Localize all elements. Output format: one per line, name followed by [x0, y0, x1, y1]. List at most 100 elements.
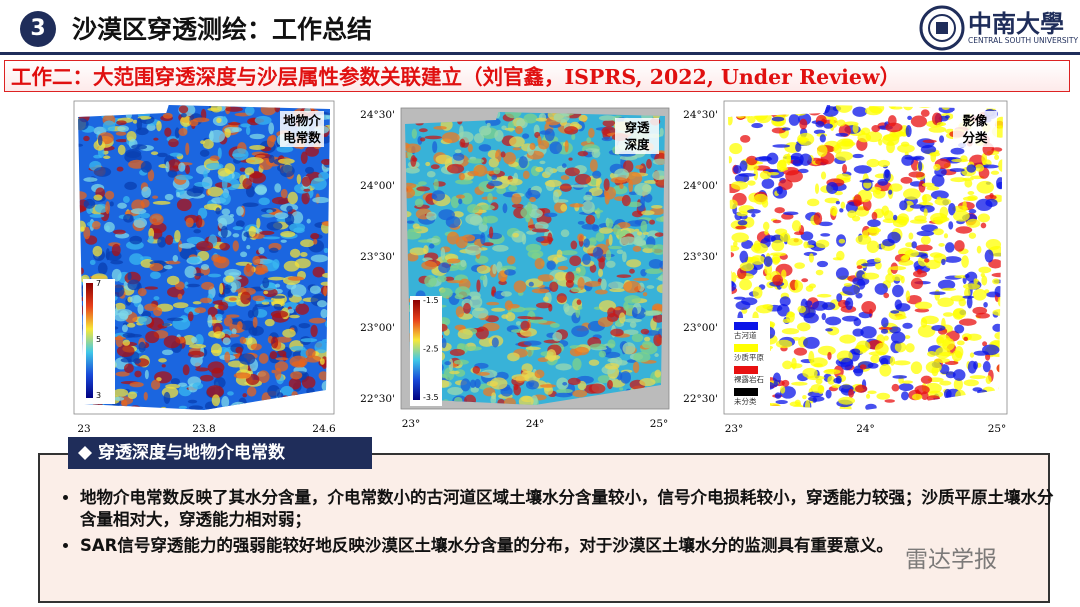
- map-texture: [525, 214, 531, 223]
- map-texture: [209, 155, 220, 162]
- map-texture: [871, 211, 878, 221]
- map-texture: [435, 154, 453, 165]
- map-texture: [728, 281, 737, 292]
- panel-label: 深度: [624, 137, 650, 152]
- map-texture: [820, 171, 827, 180]
- map-texture: [950, 177, 968, 183]
- map-texture: [866, 158, 880, 168]
- map-texture: [565, 271, 575, 284]
- map-texture: [952, 307, 967, 319]
- map-texture: [149, 271, 161, 279]
- map-texture: [121, 399, 128, 409]
- map-texture: [153, 307, 163, 317]
- map-texture: [910, 277, 924, 290]
- map-texture: [576, 299, 582, 305]
- map-texture: [728, 251, 735, 258]
- map-texture: [308, 394, 319, 398]
- map-texture: [219, 242, 231, 251]
- map-texture: [128, 108, 135, 113]
- map-texture: [164, 193, 174, 201]
- map-texture: [956, 340, 965, 346]
- map-texture: [851, 348, 861, 355]
- map-texture: [948, 202, 956, 216]
- map-texture: [318, 371, 329, 381]
- map-texture: [578, 114, 588, 122]
- map-texture: [806, 198, 820, 207]
- map-texture: [544, 128, 555, 142]
- map-texture: [184, 265, 197, 279]
- map-texture: [206, 385, 224, 398]
- map-texture: [175, 174, 194, 181]
- map-texture: [588, 383, 606, 394]
- map-texture: [572, 357, 582, 371]
- map-texture: [794, 279, 799, 291]
- map-texture: [310, 254, 329, 263]
- map-texture: [406, 220, 415, 224]
- x-axis-label: 24°: [526, 418, 545, 430]
- map-figure: 地物介电常数 23 23.8 24.6 7 5 3 穿透深度 23° 24° 25° 24°30' 24…: [73, 100, 1008, 435]
- map-texture: [918, 180, 926, 193]
- map-texture: [619, 155, 638, 161]
- map-texture: [321, 390, 330, 403]
- map-texture: [982, 361, 991, 373]
- map-texture: [571, 270, 580, 274]
- map-texture: [172, 302, 189, 309]
- map-texture: [633, 277, 649, 281]
- section-number: 3: [20, 11, 56, 47]
- map-texture: [751, 242, 768, 254]
- map-texture: [219, 282, 224, 295]
- map-texture: [459, 125, 464, 138]
- map-texture: [263, 290, 269, 295]
- map-texture: [936, 336, 945, 344]
- map-texture: [641, 244, 658, 249]
- map-texture: [588, 359, 600, 366]
- map-texture: [988, 259, 1003, 269]
- map-texture: [549, 141, 563, 155]
- map-texture: [210, 349, 222, 354]
- map-texture: [966, 295, 973, 309]
- map-texture: [115, 371, 130, 377]
- map-texture: [885, 273, 895, 284]
- map-texture: [223, 316, 233, 327]
- map-texture: [981, 153, 988, 165]
- map-texture: [574, 173, 592, 185]
- map-texture: [515, 125, 523, 135]
- map-texture: [803, 312, 819, 324]
- map-texture: [528, 281, 534, 287]
- colorbar: [413, 300, 420, 400]
- map-texture: [631, 333, 644, 343]
- map-texture: [954, 240, 965, 252]
- map-texture: [929, 252, 943, 258]
- map-texture: [584, 280, 602, 287]
- map-texture: [920, 317, 928, 328]
- map-texture: [994, 331, 1003, 340]
- map-texture: [441, 132, 460, 144]
- map-texture: [309, 285, 321, 294]
- map-texture: [507, 303, 520, 309]
- map-texture: [990, 397, 1003, 409]
- map-texture: [792, 106, 809, 114]
- map-texture: [224, 163, 236, 175]
- map-texture: [642, 231, 649, 236]
- map-texture: [215, 207, 221, 215]
- map-texture: [739, 160, 748, 172]
- map-texture: [994, 154, 1000, 161]
- map-texture: [457, 328, 473, 340]
- x-axis-label: 23: [77, 423, 90, 435]
- map-texture: [598, 257, 605, 270]
- map-texture: [991, 272, 1003, 278]
- map-texture: [199, 297, 212, 304]
- map-texture: [266, 221, 283, 231]
- map-texture: [772, 274, 784, 286]
- map-texture: [222, 337, 231, 345]
- map-texture: [275, 283, 281, 288]
- map-texture: [491, 337, 499, 348]
- x-axis-label: 24.6: [312, 423, 336, 435]
- map-texture: [269, 247, 279, 253]
- map-texture: [225, 275, 235, 283]
- map-texture: [174, 127, 180, 139]
- map-texture: [816, 144, 828, 157]
- map-texture: [321, 400, 330, 410]
- map-texture: [543, 296, 549, 302]
- map-texture: [775, 339, 793, 349]
